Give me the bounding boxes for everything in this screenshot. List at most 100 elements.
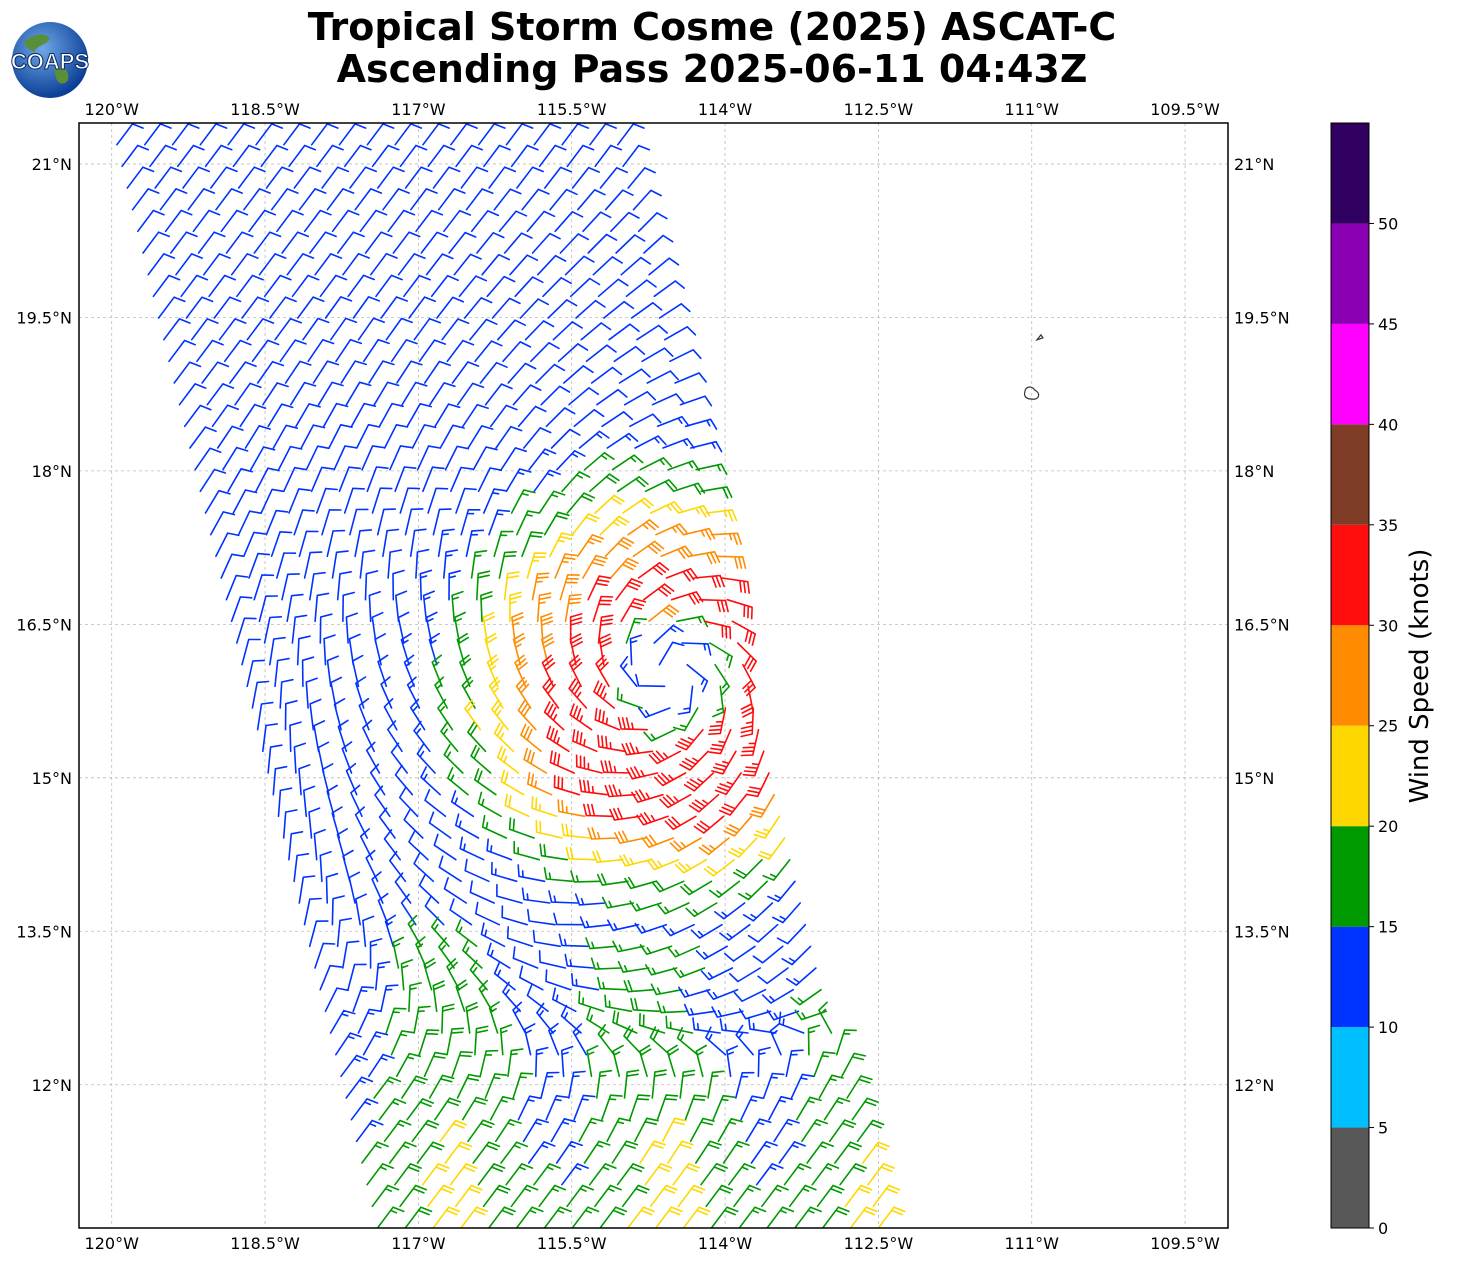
island-outline [1035,333,1044,342]
wind-barb [634,1117,659,1143]
wind-barb [309,571,326,601]
wind-barb [451,590,464,623]
wind-barb [416,743,436,774]
wind-barb [374,785,391,818]
wind-barb [503,232,533,254]
wind-barb [493,530,514,558]
wind-barb [333,445,358,471]
wind-barb [428,811,452,839]
wind-barb [223,339,252,363]
wind-barb [479,361,508,384]
wind-barb [244,425,271,449]
wind-barb [484,1073,508,1099]
wind-barb [672,967,706,979]
colorbar-tick-label: 45 [1378,315,1398,334]
wind-barb [310,466,334,493]
wind-barb [497,319,526,341]
wind-barb [342,253,370,276]
wind-barb [399,144,428,168]
wind-barb [434,403,461,428]
wind-barb [549,750,575,774]
wind-barb [761,988,794,1004]
wind-barb [690,440,723,453]
wind-barb [350,784,363,818]
wind-barb [337,719,349,753]
wind-barb [413,720,431,753]
y-tick-label-right: 13.5°N [1234,922,1290,941]
wind-barb [250,446,276,471]
colorbar: 0 5 10 15 20 25 30 35 40 45 50 [1330,122,1398,1238]
x-tick-label-top: 111°W [1005,100,1060,119]
wind-barb [576,534,604,558]
wind-barb [718,793,748,816]
wind-barb [505,468,532,493]
wind-barb [455,1184,483,1208]
wind-barb [685,902,718,918]
wind-barb [289,721,302,753]
wind-barb [323,402,349,428]
wind-barb [403,809,424,839]
wind-barb [213,296,242,319]
wind-barb [305,677,318,709]
wind-barb [519,298,550,319]
wind-barb [380,676,393,709]
wind-barb [549,188,578,211]
wind-barb [662,1117,687,1143]
wind-barb [488,509,511,536]
wind-barb [548,890,579,904]
wind-barb [601,1094,623,1121]
wind-barb [526,984,549,1013]
wind-barb [395,1052,422,1078]
wind-barb [597,614,614,644]
wind-barb [149,144,177,168]
wind-barb [366,123,395,146]
wind-barb [544,166,572,189]
wind-barb [556,450,586,471]
wind-barb [390,1030,414,1056]
wind-barb [390,339,418,363]
wind-barb [486,654,499,688]
wind-barb [175,253,203,276]
wind-barb [649,1184,678,1208]
wind-barb [566,1184,595,1208]
wind-barb [415,548,430,579]
wind-barb [627,1206,655,1228]
wind-barb [488,676,504,709]
wind-barb [630,997,661,1013]
wind-barb [818,1074,844,1099]
wind-barb [342,591,355,623]
wind-barb [786,967,817,986]
wind-barb [651,1069,667,1099]
wind-barb [449,1163,478,1186]
wind-barb [735,1024,754,1056]
wind-barb [499,1024,513,1056]
wind-barb [649,1026,671,1056]
wind-barb [540,385,571,406]
wind-barb [561,1163,589,1186]
wind-barb [366,466,389,493]
wind-barb [277,445,303,471]
wind-barb [234,382,262,406]
wind-barb [274,657,290,688]
wind-barb [670,591,704,605]
wind-barb [512,384,542,406]
wind-barb [410,188,438,211]
wind-barb [520,723,542,753]
wind-barb [177,144,205,168]
wind-barb [521,531,544,558]
wind-barb [514,276,544,298]
wind-barb [425,253,454,276]
y-tick-label-right: 19.5°N [1234,308,1290,327]
wind-barb [689,1117,715,1143]
wind-barb [733,858,763,879]
wind-barb [592,850,624,863]
wind-barb [303,785,316,818]
wind-barb [674,372,707,384]
wind-barb [674,858,708,874]
wind-barb [632,540,665,558]
wind-barb [678,986,711,998]
colorbar-tick-label: 0 [1378,1219,1388,1238]
y-tick-label-left: 15°N [32,769,72,788]
wind-barb [382,528,400,558]
wind-barb [373,1076,402,1099]
